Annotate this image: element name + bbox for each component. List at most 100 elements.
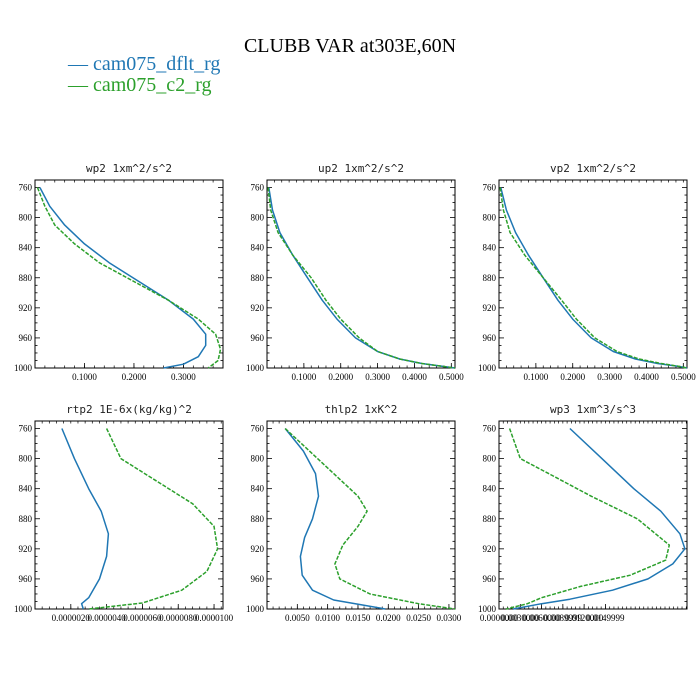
series-dflt-line	[39, 187, 207, 369]
x-tick-label: 0.2000	[122, 372, 147, 382]
y-tick-label: 800	[19, 213, 33, 223]
x-tick-label: 0.0000060	[123, 613, 162, 623]
y-tick-label: 760	[19, 183, 33, 193]
y-tick-label: 840	[251, 243, 265, 253]
y-tick-label: 800	[251, 454, 265, 464]
x-tick-label: 0.5000	[671, 372, 696, 382]
panel-title: thlp2 1xK^2	[325, 403, 398, 416]
y-tick-label: 960	[19, 574, 33, 584]
panel-3: vp2 1xm^2/s^2 760 800 840 880 920 960 1000 0.100…	[478, 162, 696, 382]
x-tick-label: 0.0089999	[544, 613, 583, 623]
y-tick-label: 1000	[246, 363, 265, 373]
series-dflt-line	[61, 428, 110, 610]
x-tick-label: 0.1000	[291, 372, 316, 382]
y-tick-label: 920	[19, 303, 33, 313]
y-tick-label: 840	[251, 484, 265, 494]
x-tick-label: 0.2000	[560, 372, 585, 382]
x-tick-label: 0.0000020	[52, 613, 91, 623]
panel-2: up2 1xm^2/s^2 760 800 840 880 920 960 1000 0.100…	[246, 162, 464, 382]
x-tick-label: 0.0050	[285, 613, 310, 623]
y-tick-label: 960	[483, 333, 497, 343]
x-tick-label: 0.0250	[406, 613, 431, 623]
y-tick-label: 840	[483, 243, 497, 253]
x-tick-label: 0.0100	[315, 613, 340, 623]
legend-entry-dflt: — cam075_dflt_rg	[67, 53, 220, 75]
y-tick-label: 760	[483, 183, 497, 193]
plot-frame	[266, 420, 456, 610]
panel-1: wp2 1xm^2/s^2 760 800 840 880 920 960 1000 0.100…	[14, 162, 224, 382]
series-c2-line	[36, 187, 222, 369]
panel-title: vp2 1xm^2/s^2	[550, 162, 636, 175]
y-tick-label: 760	[483, 424, 497, 434]
y-tick-label: 960	[483, 574, 497, 584]
x-tick-label: 0.4000	[402, 372, 427, 382]
panel-5: thlp2 1xK^2 760 800 840 880 920 960 1000 0.0050 0…	[246, 403, 462, 623]
series-dflt-line	[500, 187, 688, 369]
x-tick-label: 0.4000	[634, 372, 659, 382]
y-tick-label: 760	[19, 424, 33, 434]
panel-title: up2 1xm^2/s^2	[318, 162, 404, 175]
y-tick-label: 920	[483, 303, 497, 313]
x-tick-label: 0.3000	[365, 372, 390, 382]
x-tick-label: 0.0030000	[501, 613, 540, 623]
y-tick-label: 760	[251, 424, 265, 434]
y-tick-label: 1000	[478, 604, 497, 614]
plot-frame	[498, 179, 688, 369]
y-tick-label: 1000	[14, 363, 33, 373]
x-tick-label: 0.0000100	[195, 613, 234, 623]
series-dflt-line	[284, 428, 386, 610]
y-tick-label: 880	[251, 514, 265, 524]
y-tick-label: 920	[19, 544, 33, 554]
y-tick-label: 760	[251, 183, 265, 193]
x-tick-label: 0.0000000	[480, 613, 519, 623]
series-dflt-line	[513, 427, 686, 610]
series-c2-line	[88, 428, 219, 610]
x-tick-label: 0.1000	[72, 372, 97, 382]
y-tick-label: 880	[251, 273, 265, 283]
y-tick-label: 960	[19, 333, 33, 343]
panel-6: wp3 1xm^3/s^3 760 800 840 880 920 960 10000.000…	[478, 403, 688, 623]
y-tick-label: 920	[251, 303, 265, 313]
series-c2-line	[499, 187, 688, 369]
x-tick-label: 0.0200	[376, 613, 401, 623]
legend-entry-c2: — cam075_c2_rg	[67, 74, 212, 96]
y-tick-label: 880	[19, 273, 33, 283]
series-dflt-line	[268, 187, 456, 369]
panel-title: rtp2 1E-6x(kg/kg)^2	[66, 403, 192, 416]
x-tick-label: 0.0060000	[522, 613, 561, 623]
series-c2-line	[284, 427, 456, 610]
x-tick-label: 0.2000	[328, 372, 353, 382]
x-tick-label: 0.0150	[346, 613, 371, 623]
y-tick-label: 1000	[246, 604, 265, 614]
plot-frame	[266, 179, 456, 369]
y-tick-label: 840	[483, 484, 497, 494]
y-tick-label: 880	[19, 514, 33, 524]
y-tick-label: 800	[251, 213, 265, 223]
panel-title: wp3 1xm^3/s^3	[550, 403, 636, 416]
series-c2-line	[267, 187, 456, 369]
x-tick-label: 0.3000	[597, 372, 622, 382]
x-tick-label: 0.5000	[439, 372, 464, 382]
x-tick-label: 0.0000040	[87, 613, 126, 623]
panel-4: rtp2 1E-6x(kg/kg)^2 760 800 840 880 920 960 100…	[14, 403, 234, 623]
x-tick-label: 0.0149999	[586, 613, 625, 623]
y-tick-label: 800	[19, 454, 33, 464]
y-tick-label: 920	[251, 544, 265, 554]
panel-grid: wp2 1xm^2/s^2 760 800 840 880 920 960 1000 0.100…	[14, 162, 696, 623]
y-tick-label: 800	[483, 454, 497, 464]
panel-title: wp2 1xm^2/s^2	[86, 162, 172, 175]
y-tick-label: 960	[251, 333, 265, 343]
y-tick-label: 880	[483, 273, 497, 283]
y-tick-label: 840	[19, 484, 33, 494]
y-tick-label: 960	[251, 574, 265, 584]
y-tick-label: 840	[19, 243, 33, 253]
plot-frame	[34, 420, 224, 610]
y-tick-label: 880	[483, 514, 497, 524]
x-tick-label: 0.0000080	[159, 613, 198, 623]
x-tick-label: 0.3000	[171, 372, 196, 382]
series-c2-line	[505, 428, 671, 610]
y-tick-label: 1000	[14, 604, 33, 614]
plot-frame	[34, 179, 224, 369]
x-tick-label: 0.1000	[523, 372, 548, 382]
